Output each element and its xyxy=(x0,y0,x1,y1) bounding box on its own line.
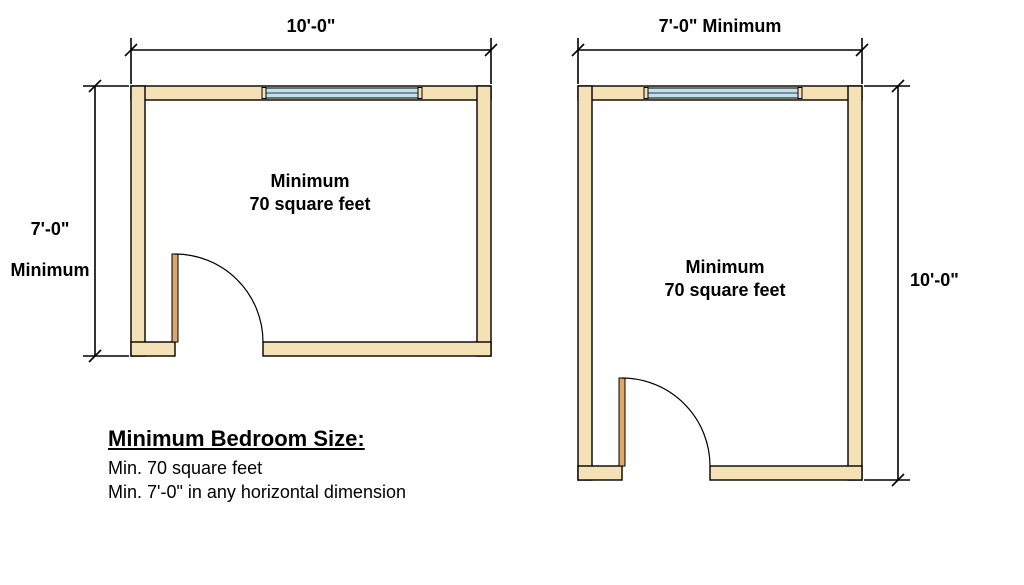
room2-dim-right-label: 10'-0" xyxy=(910,270,990,291)
room1-dim-left-line2: Minimum xyxy=(11,260,90,280)
room1-window xyxy=(262,88,422,99)
caption-line1: Min. 70 square feet xyxy=(108,458,262,479)
room1-label: Minimum 70 square feet xyxy=(200,170,420,217)
room1-dim-top xyxy=(125,38,497,84)
room2-dim-top-label: 7'-0" Minimum xyxy=(578,16,862,37)
room2-label: Minimum 70 square feet xyxy=(620,256,830,303)
room1 xyxy=(131,86,491,356)
room1-door xyxy=(172,254,263,342)
room2-dim-top xyxy=(572,38,868,84)
room2-label-line1: Minimum xyxy=(686,257,765,277)
room1-dim-left-line1: 7'-0" xyxy=(31,219,70,239)
room1-dim-top-label: 10'-0" xyxy=(131,16,491,37)
room2-label-line2: 70 square feet xyxy=(664,280,785,300)
room1-label-line2: 70 square feet xyxy=(249,194,370,214)
room2-window xyxy=(644,88,802,99)
room1-dim-left-label: 7'-0" Minimum xyxy=(0,198,90,301)
caption-title: Minimum Bedroom Size: xyxy=(108,426,365,452)
room2-door xyxy=(619,378,710,466)
caption-line2: Min. 7'-0" in any horizontal dimension xyxy=(108,482,406,503)
diagram-canvas: 10'-0" 7'-0" Minimum 7'-0" Minimum 10'-0… xyxy=(0,0,1024,585)
room1-label-line1: Minimum xyxy=(271,171,350,191)
room2-dim-right xyxy=(864,80,910,486)
